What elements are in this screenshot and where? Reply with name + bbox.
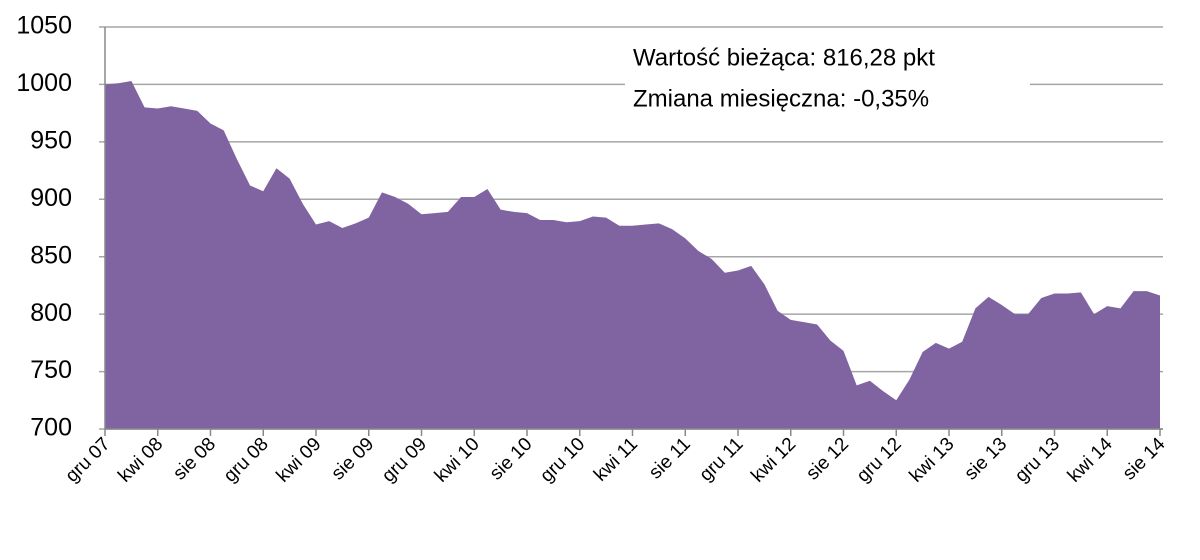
x-tick-label: kwi 10 [431,434,484,487]
x-tick-label: gru 11 [696,434,748,486]
y-tick-label: 700 [30,414,72,442]
annotation: Zmiana miesięczna: -0,35% [633,85,929,112]
x-tick-label: gru 12 [853,434,906,487]
x-tick-label: kwi 11 [590,434,642,486]
x-tick-label: gru 07 [62,434,115,487]
x-tick-label: sie 09 [328,434,379,485]
y-tick-label: 950 [30,126,72,154]
plot [105,80,1160,429]
x-tick-label: sie 08 [169,434,220,485]
x-tick-label: gru 10 [536,434,589,487]
x-tick-label: sie 13 [961,434,1012,485]
x-tick-label: gru 09 [378,434,431,487]
y-tick-label: 850 [30,241,72,269]
y-tick-label: 1050 [16,12,72,40]
y-tick-label: 900 [30,184,72,212]
y-tick-label: 750 [30,356,72,384]
x-tick-label: gru 13 [1011,434,1064,487]
x-tick-label: kwi 08 [114,434,167,487]
x-tick-label: sie 12 [802,434,853,485]
area [105,80,1160,429]
x-tick-label: kwi 14 [1064,433,1117,486]
y-tick-label: 800 [30,299,72,327]
annotation: Wartość bieżąca: 816,28 pkt [633,44,935,71]
x-tick-label: kwi 12 [747,434,800,487]
x-tick-label: kwi 09 [273,434,326,487]
x-tick-label: sie 14 [1119,433,1170,484]
x-tick-label: kwi 13 [906,434,959,487]
x-tick-label: sie 11 [645,434,695,484]
annotation-box [625,38,1030,114]
y-tick-label: 1000 [16,69,72,97]
x-tick-label: sie 10 [486,434,537,485]
x-tick-label: gru 08 [220,434,273,487]
